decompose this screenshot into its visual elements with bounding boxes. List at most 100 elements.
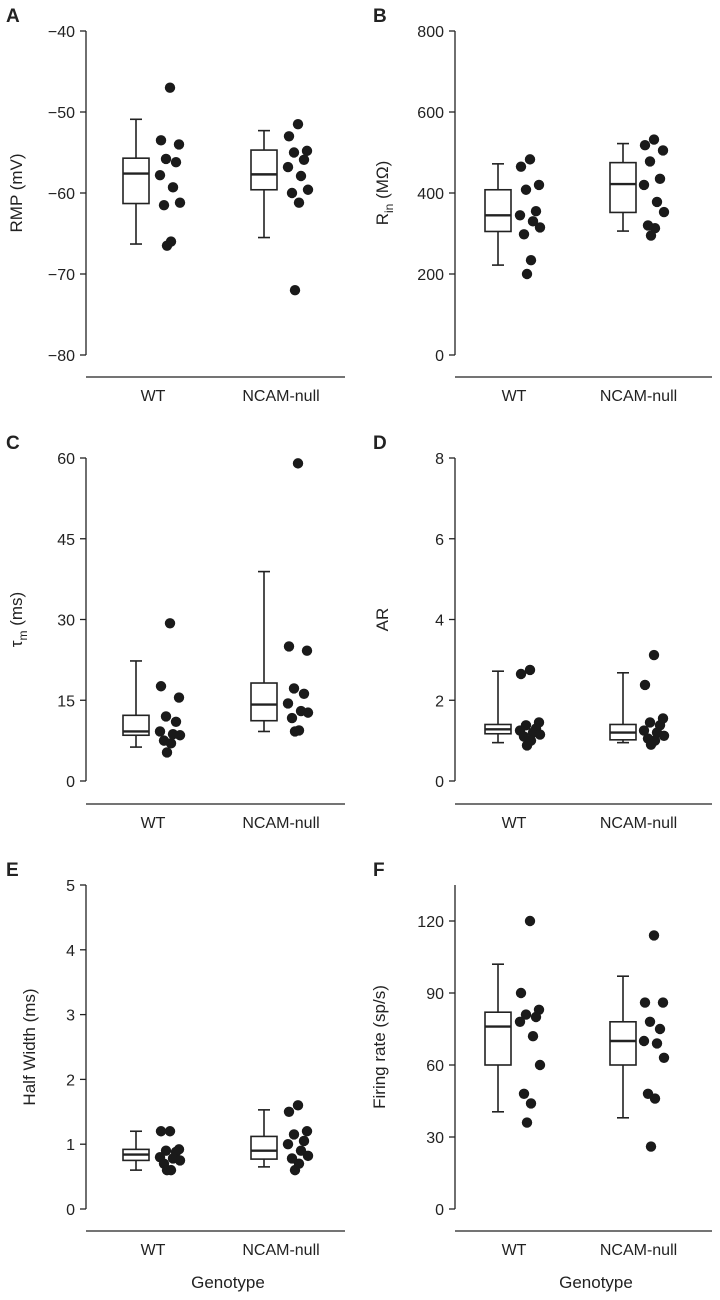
panel-f-ncam-null-point bbox=[649, 1093, 661, 1104]
panel-c-ylabel: τm (ms) bbox=[7, 592, 30, 647]
panel-e-ncam-null-category-label: NCAM-null bbox=[242, 1242, 319, 1259]
panel-f-wt-point bbox=[527, 1031, 539, 1042]
panel-d-ncam-null-point bbox=[644, 717, 656, 728]
panel-a-ncam-null-point bbox=[298, 154, 310, 165]
panel-b-ylabel: Rin (MΩ) bbox=[373, 161, 396, 226]
panel-c-wt-point bbox=[160, 711, 172, 722]
panel-b-ytick-label: 400 bbox=[417, 186, 444, 203]
panel-e-ncam-null-point bbox=[301, 1126, 313, 1137]
panel-a-wt-point bbox=[167, 182, 179, 193]
panel-b-ncam-null-box bbox=[609, 161, 637, 214]
panel-d-wt-point bbox=[534, 729, 546, 740]
panel-a-ncam-null-point bbox=[301, 145, 313, 157]
panel-a-wt-point bbox=[155, 135, 167, 146]
panel-d-ncam-null-point bbox=[638, 725, 650, 736]
panel-d-wt-point bbox=[515, 668, 527, 680]
panel-b-ncam-null-point bbox=[651, 196, 663, 208]
panel-e-ncam-null-point bbox=[302, 1150, 314, 1162]
panel-f-ncam-null-box bbox=[609, 1020, 637, 1066]
panel-b-wt-point bbox=[515, 161, 527, 172]
panel-f-wt-point bbox=[514, 1016, 526, 1027]
panel-b-ncam-null-point bbox=[654, 173, 666, 185]
panel-a-ncam-null-point bbox=[282, 161, 294, 173]
panel-f-wt-point bbox=[530, 1011, 542, 1023]
panel-d-ncam-null-point bbox=[658, 730, 670, 741]
panel-a-ncam-null-point bbox=[286, 187, 298, 199]
panel-f-ncam-null-point bbox=[658, 1052, 670, 1064]
panel-e-wt-point bbox=[164, 1126, 176, 1137]
panel-c-ytick-label: 45 bbox=[57, 532, 75, 549]
panel-b-wt-point bbox=[518, 229, 530, 240]
genotype-label-right: Genotype bbox=[559, 1273, 633, 1292]
panel-b-wt-point bbox=[527, 216, 539, 227]
panel-f-ytick-label: 90 bbox=[426, 986, 444, 1003]
panel-a-wt-point bbox=[158, 199, 170, 211]
panel-b-wt-point bbox=[525, 255, 537, 266]
panel-a-wt-point bbox=[170, 157, 182, 168]
panel-b-wt-point bbox=[530, 206, 542, 217]
panel-e-ylabel: Half Width (ms) bbox=[20, 988, 39, 1105]
panel-c-ytick-label: 0 bbox=[66, 774, 75, 791]
panel-a-ncam-null-point bbox=[283, 131, 295, 142]
panel-a-wt-point bbox=[161, 240, 173, 251]
panel-d-wt-point bbox=[524, 664, 536, 676]
panel-d-ytick-label: 2 bbox=[435, 693, 444, 710]
panel-a-ylabel: RMP (mV) bbox=[7, 153, 26, 232]
panel-f-ytick-label: 0 bbox=[435, 1202, 444, 1219]
panel-f-ytick-label: 30 bbox=[426, 1130, 444, 1147]
panel-d-ylabel: AR bbox=[373, 608, 392, 632]
panel-b-letter: B bbox=[373, 6, 387, 27]
panel-f-wt-point bbox=[520, 1009, 532, 1020]
genotype-label-left: Genotype bbox=[191, 1273, 265, 1292]
panel-b-ytick-label: 800 bbox=[417, 24, 444, 41]
panel-f-ncam-null-point bbox=[657, 997, 669, 1008]
panel-f-wt-point bbox=[534, 1059, 546, 1071]
panel-f-wt-category-label: WT bbox=[502, 1242, 527, 1259]
panel-d-wt-category-label: WT bbox=[502, 815, 527, 832]
panel-e-wt-point bbox=[155, 1126, 167, 1137]
panel-f-ncam-null-point bbox=[638, 1035, 650, 1047]
panel-b-wt-point bbox=[534, 222, 546, 233]
panel-f-ncam-null-point bbox=[644, 1016, 656, 1027]
panel-b-ncam-null-point bbox=[639, 140, 651, 151]
panel-e-ytick-label: 5 bbox=[66, 878, 75, 895]
panel-c-letter: C bbox=[6, 433, 20, 454]
panel-d-ncam-null-category-label: NCAM-null bbox=[600, 815, 677, 832]
panel-f-ncam-null-category-label: NCAM-null bbox=[600, 1242, 677, 1259]
panel-a-ncam-null-point bbox=[302, 184, 314, 195]
panel-b-wt-point bbox=[524, 154, 536, 165]
panel-e-ncam-null-point bbox=[288, 1129, 300, 1140]
panel-d-letter: D bbox=[373, 433, 387, 454]
panel-c-wt-point bbox=[173, 692, 185, 703]
panel-d-ncam-null-point bbox=[639, 679, 651, 691]
panel-e-wt-point bbox=[161, 1164, 173, 1176]
panel-d-wt-point bbox=[521, 740, 533, 751]
panel-b-ytick-label: 200 bbox=[417, 267, 444, 284]
panel-e-letter: E bbox=[6, 860, 19, 881]
panel-c-wt-category-label: WT bbox=[141, 815, 166, 832]
panel-e-ncam-null-point bbox=[298, 1135, 310, 1147]
panel-b-ncam-null-point bbox=[638, 179, 650, 191]
panel-c-wt-point bbox=[174, 730, 186, 741]
panel-a-ytick-label: −80 bbox=[48, 348, 75, 365]
panel-a-wt-point bbox=[174, 197, 186, 208]
panel-c-wt-point bbox=[155, 681, 167, 692]
panel-e-ytick-label: 0 bbox=[66, 1202, 75, 1219]
panel-d-ytick-label: 0 bbox=[435, 774, 444, 791]
panel-a-wt-category-label: WT bbox=[141, 388, 166, 405]
panel-e-ncam-null-point bbox=[292, 1100, 304, 1111]
panel-c-wt-point bbox=[164, 618, 176, 629]
panel-b-ncam-null-point bbox=[657, 145, 669, 156]
panel-f-wt-point bbox=[518, 1088, 530, 1100]
panel-b-wt-point bbox=[521, 268, 533, 280]
panel-c-ncam-null-point bbox=[288, 683, 300, 694]
panel-a-ncam-null-box bbox=[250, 149, 278, 191]
panel-e-ncam-null-point bbox=[282, 1139, 294, 1150]
panel-d-ncam-null-point bbox=[648, 649, 660, 661]
panel-e-wt-category-label: WT bbox=[141, 1242, 166, 1259]
panel-e-ncam-null-point bbox=[283, 1106, 295, 1118]
panel-c-ytick-label: 30 bbox=[57, 613, 75, 630]
panel-c-ytick-label: 60 bbox=[57, 451, 75, 468]
panel-c-ncam-null-point bbox=[298, 688, 310, 699]
